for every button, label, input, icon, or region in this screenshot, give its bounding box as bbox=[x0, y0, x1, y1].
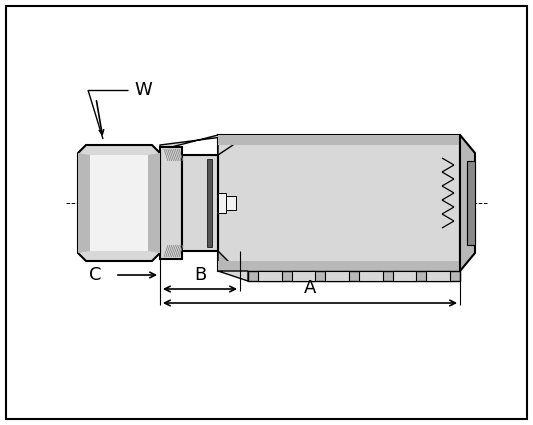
Text: W: W bbox=[134, 81, 152, 99]
Polygon shape bbox=[218, 251, 248, 281]
Polygon shape bbox=[78, 145, 160, 261]
Polygon shape bbox=[467, 161, 475, 245]
Polygon shape bbox=[248, 271, 460, 281]
Text: B: B bbox=[194, 266, 206, 284]
Polygon shape bbox=[393, 271, 416, 281]
Polygon shape bbox=[218, 193, 226, 213]
Polygon shape bbox=[325, 271, 349, 281]
Text: C: C bbox=[90, 266, 102, 284]
Polygon shape bbox=[207, 159, 212, 247]
Polygon shape bbox=[182, 155, 218, 251]
Polygon shape bbox=[292, 271, 316, 281]
Polygon shape bbox=[78, 153, 90, 253]
Polygon shape bbox=[218, 271, 248, 281]
Polygon shape bbox=[218, 135, 460, 145]
Polygon shape bbox=[218, 135, 248, 155]
Polygon shape bbox=[226, 196, 236, 210]
Polygon shape bbox=[218, 135, 460, 271]
Polygon shape bbox=[160, 147, 182, 259]
Text: A: A bbox=[304, 279, 316, 297]
Polygon shape bbox=[218, 261, 460, 271]
Polygon shape bbox=[160, 135, 238, 150]
Polygon shape bbox=[460, 135, 475, 271]
Polygon shape bbox=[148, 153, 160, 253]
Polygon shape bbox=[426, 271, 450, 281]
Polygon shape bbox=[359, 271, 383, 281]
Polygon shape bbox=[258, 271, 281, 281]
Polygon shape bbox=[90, 155, 148, 251]
